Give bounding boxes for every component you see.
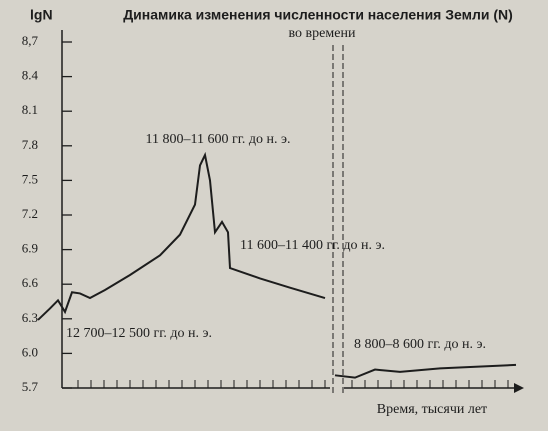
x-axis-arrow bbox=[514, 383, 524, 393]
y-tick-label: 8.4 bbox=[22, 68, 39, 83]
annotation: 8 800–8 600 гг. до н. э. bbox=[354, 337, 486, 352]
annotation: 11 800–11 600 гг. до н. э. bbox=[146, 132, 291, 147]
chart-subtitle: во времени bbox=[289, 26, 356, 41]
y-tick-label: 5.7 bbox=[22, 379, 39, 394]
y-tick-label: 6.9 bbox=[22, 241, 38, 256]
y-tick-label: 6.0 bbox=[22, 344, 38, 359]
data-line bbox=[37, 151, 517, 379]
y-tick-label: 7.5 bbox=[22, 171, 38, 186]
annotation: 12 700–12 500 гг. до н. э. bbox=[66, 326, 212, 341]
y-tick-label: 7.8 bbox=[22, 137, 38, 152]
y-tick-label: 8,7 bbox=[22, 33, 39, 48]
chart-title: Динамика изменения численности населения… bbox=[123, 7, 513, 23]
y-axis-label: lgN bbox=[30, 7, 53, 23]
y-tick-label: 6.3 bbox=[22, 310, 38, 325]
y-tick-label: 7.2 bbox=[22, 206, 38, 221]
annotation: 11 600–11 400 гг. до н. э. bbox=[240, 238, 385, 253]
y-tick-label: 6.6 bbox=[22, 275, 39, 290]
y-tick-label: 8.1 bbox=[22, 102, 38, 117]
x-axis-label: Время, тысячи лет bbox=[377, 402, 487, 417]
